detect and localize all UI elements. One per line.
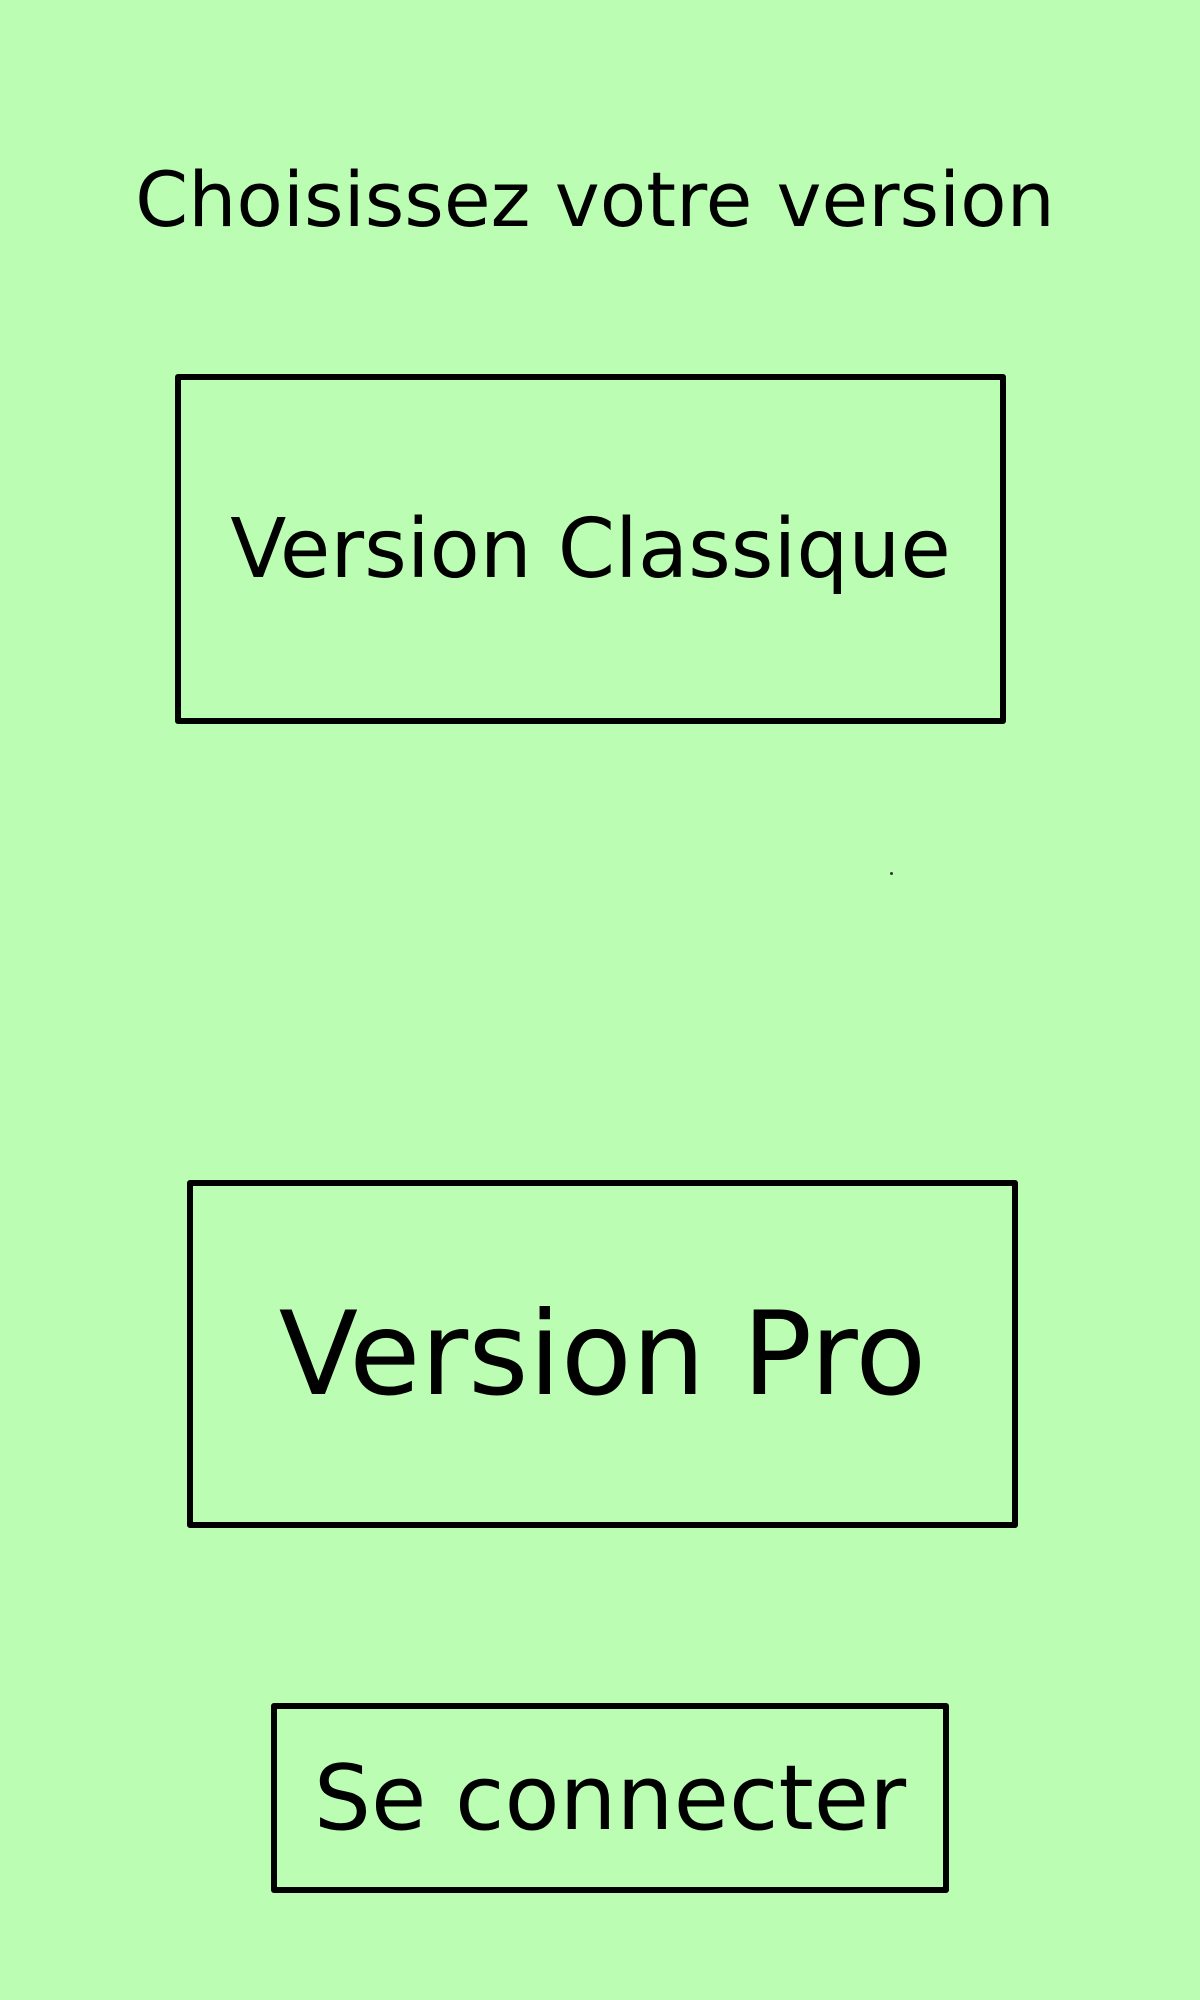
- page-title: Choisissez votre version: [135, 155, 1055, 244]
- pro-version-label: Version Pro: [278, 1286, 927, 1422]
- login-label: Se connecter: [313, 1745, 907, 1851]
- classic-version-label: Version Classique: [230, 501, 951, 597]
- classic-version-button[interactable]: Version Classique: [175, 374, 1006, 724]
- login-button[interactable]: Se connecter: [271, 1703, 949, 1893]
- pro-version-button[interactable]: Version Pro: [187, 1180, 1018, 1528]
- decorative-dot: [890, 872, 893, 875]
